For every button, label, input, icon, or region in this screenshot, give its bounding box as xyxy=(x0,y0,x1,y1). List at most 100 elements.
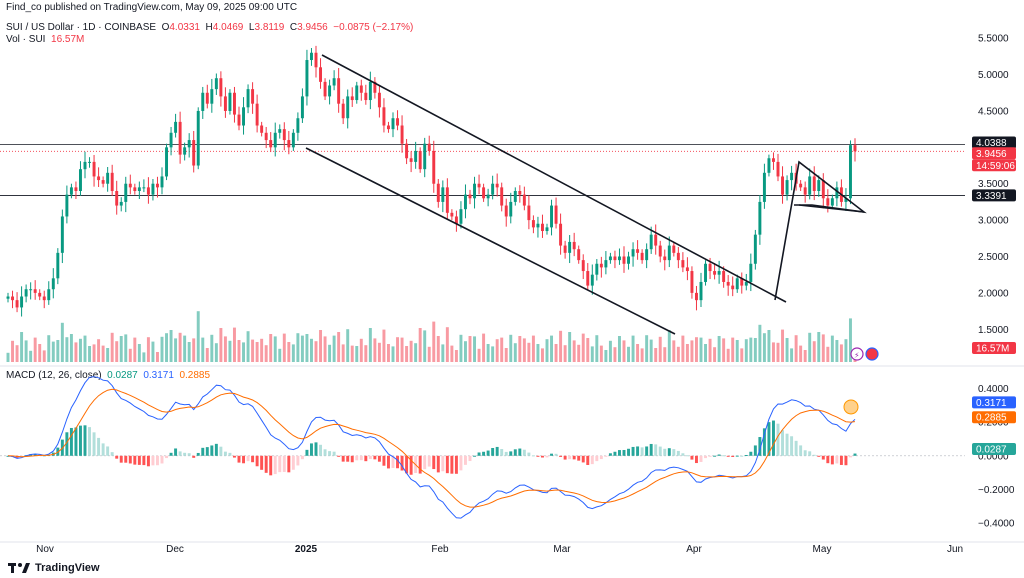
candle xyxy=(586,263,590,291)
volume-bar xyxy=(201,337,205,362)
macd-histogram-bar xyxy=(699,455,703,462)
volume-bar xyxy=(11,340,15,362)
candle xyxy=(405,138,409,165)
volume-bar xyxy=(287,342,291,362)
macd-histogram-bar xyxy=(744,455,748,457)
candle xyxy=(473,176,477,209)
footer-brand[interactable]: TradingView xyxy=(8,562,100,574)
volume-bar xyxy=(341,344,345,362)
macd-histogram-bar xyxy=(88,427,92,456)
candle xyxy=(500,182,504,212)
macd-histogram-bar xyxy=(346,455,350,462)
macd-histogram-bar xyxy=(672,449,676,456)
macd-line-value: 0.3171 xyxy=(143,370,174,381)
candle xyxy=(169,126,173,156)
volume-bar xyxy=(106,348,110,362)
macd-histogram-bar xyxy=(491,448,495,456)
price-axis-label: 5.5000 xyxy=(978,34,1009,45)
time-axis-label: 2025 xyxy=(295,544,318,555)
macd-histogram-bar xyxy=(436,455,440,473)
macd-histogram-bar xyxy=(305,449,309,456)
time-axis-label: Mar xyxy=(553,544,571,555)
macd-histogram-bar xyxy=(645,446,649,456)
macd-histogram-bar xyxy=(337,455,341,457)
volume-bar xyxy=(726,348,730,362)
macd-histogram-bar xyxy=(708,455,712,457)
candle xyxy=(305,49,309,106)
volume-bar xyxy=(169,330,173,362)
candle xyxy=(577,245,581,264)
candle xyxy=(368,71,372,110)
candle xyxy=(427,135,431,156)
macd-histogram-bar xyxy=(133,455,137,465)
candle xyxy=(753,229,757,270)
volume-bar xyxy=(155,352,159,362)
volume-bar xyxy=(60,322,64,362)
volume-bar xyxy=(110,332,114,362)
candle xyxy=(355,81,359,104)
macd-histogram-bar xyxy=(169,452,173,456)
volume-bar xyxy=(237,340,241,362)
candle xyxy=(740,272,744,294)
candle xyxy=(11,290,15,309)
volume-bar xyxy=(740,348,744,362)
volume-bar xyxy=(409,340,413,362)
volume-bar xyxy=(762,333,766,362)
volume-bar xyxy=(495,339,499,362)
candle xyxy=(694,285,698,311)
volume-bar xyxy=(704,344,708,362)
macd-histogram-bar xyxy=(183,452,187,456)
candle xyxy=(47,281,51,305)
macd-histogram-bar xyxy=(509,451,513,456)
macd-histogram-bar xyxy=(636,446,640,456)
volume-bar xyxy=(654,348,658,362)
macd-histogram-bar xyxy=(758,437,762,456)
volume-bar xyxy=(617,336,621,362)
candle xyxy=(608,252,612,264)
candle xyxy=(291,129,295,151)
volume-bar xyxy=(649,339,653,362)
volume-bar xyxy=(128,348,132,362)
symbol-name[interactable]: SUI / US Dollar · 1D · COINBASE xyxy=(6,22,157,33)
volume-bar xyxy=(577,344,581,362)
candle xyxy=(183,142,187,161)
macd-histogram-bar xyxy=(328,451,332,456)
volume-bar xyxy=(735,340,739,362)
candle xyxy=(346,89,350,129)
volume-bar xyxy=(350,345,354,362)
candle xyxy=(491,175,495,200)
macd-histogram-bar xyxy=(785,433,789,456)
candle xyxy=(513,187,517,206)
volume-bar xyxy=(513,343,517,362)
macd-label[interactable]: MACD (12, 26, close) xyxy=(6,370,102,381)
candle xyxy=(667,236,671,268)
volume-label[interactable]: Vol · SUI xyxy=(6,34,46,45)
candle xyxy=(812,166,816,201)
open-value: 4.0331 xyxy=(169,22,200,33)
candle xyxy=(432,140,436,193)
macd-histogram-bar xyxy=(536,455,540,457)
macd-histogram-bar xyxy=(128,455,132,464)
volume-bar xyxy=(260,338,264,362)
macd-histogram-bar xyxy=(477,452,481,456)
candle xyxy=(545,223,549,235)
macd-histogram-bar xyxy=(821,455,825,460)
channel-upper-line xyxy=(321,54,787,303)
candle xyxy=(337,68,341,113)
candle xyxy=(192,130,196,173)
macd-histogram-bar xyxy=(432,455,436,470)
macd-histogram-bar xyxy=(78,425,82,456)
candle xyxy=(658,240,662,263)
volume-bar xyxy=(468,336,472,362)
volume-bar xyxy=(694,337,698,362)
candle xyxy=(599,256,603,278)
volume-bar xyxy=(848,318,852,362)
macd-pane xyxy=(0,376,965,519)
price-axis-label: 1.5000 xyxy=(978,325,1009,336)
macd-histogram-bar xyxy=(604,455,608,457)
candle xyxy=(844,188,848,212)
high-label: H xyxy=(205,22,213,33)
macd-histogram-bar xyxy=(500,449,504,456)
macd-histogram-bar xyxy=(812,454,816,456)
